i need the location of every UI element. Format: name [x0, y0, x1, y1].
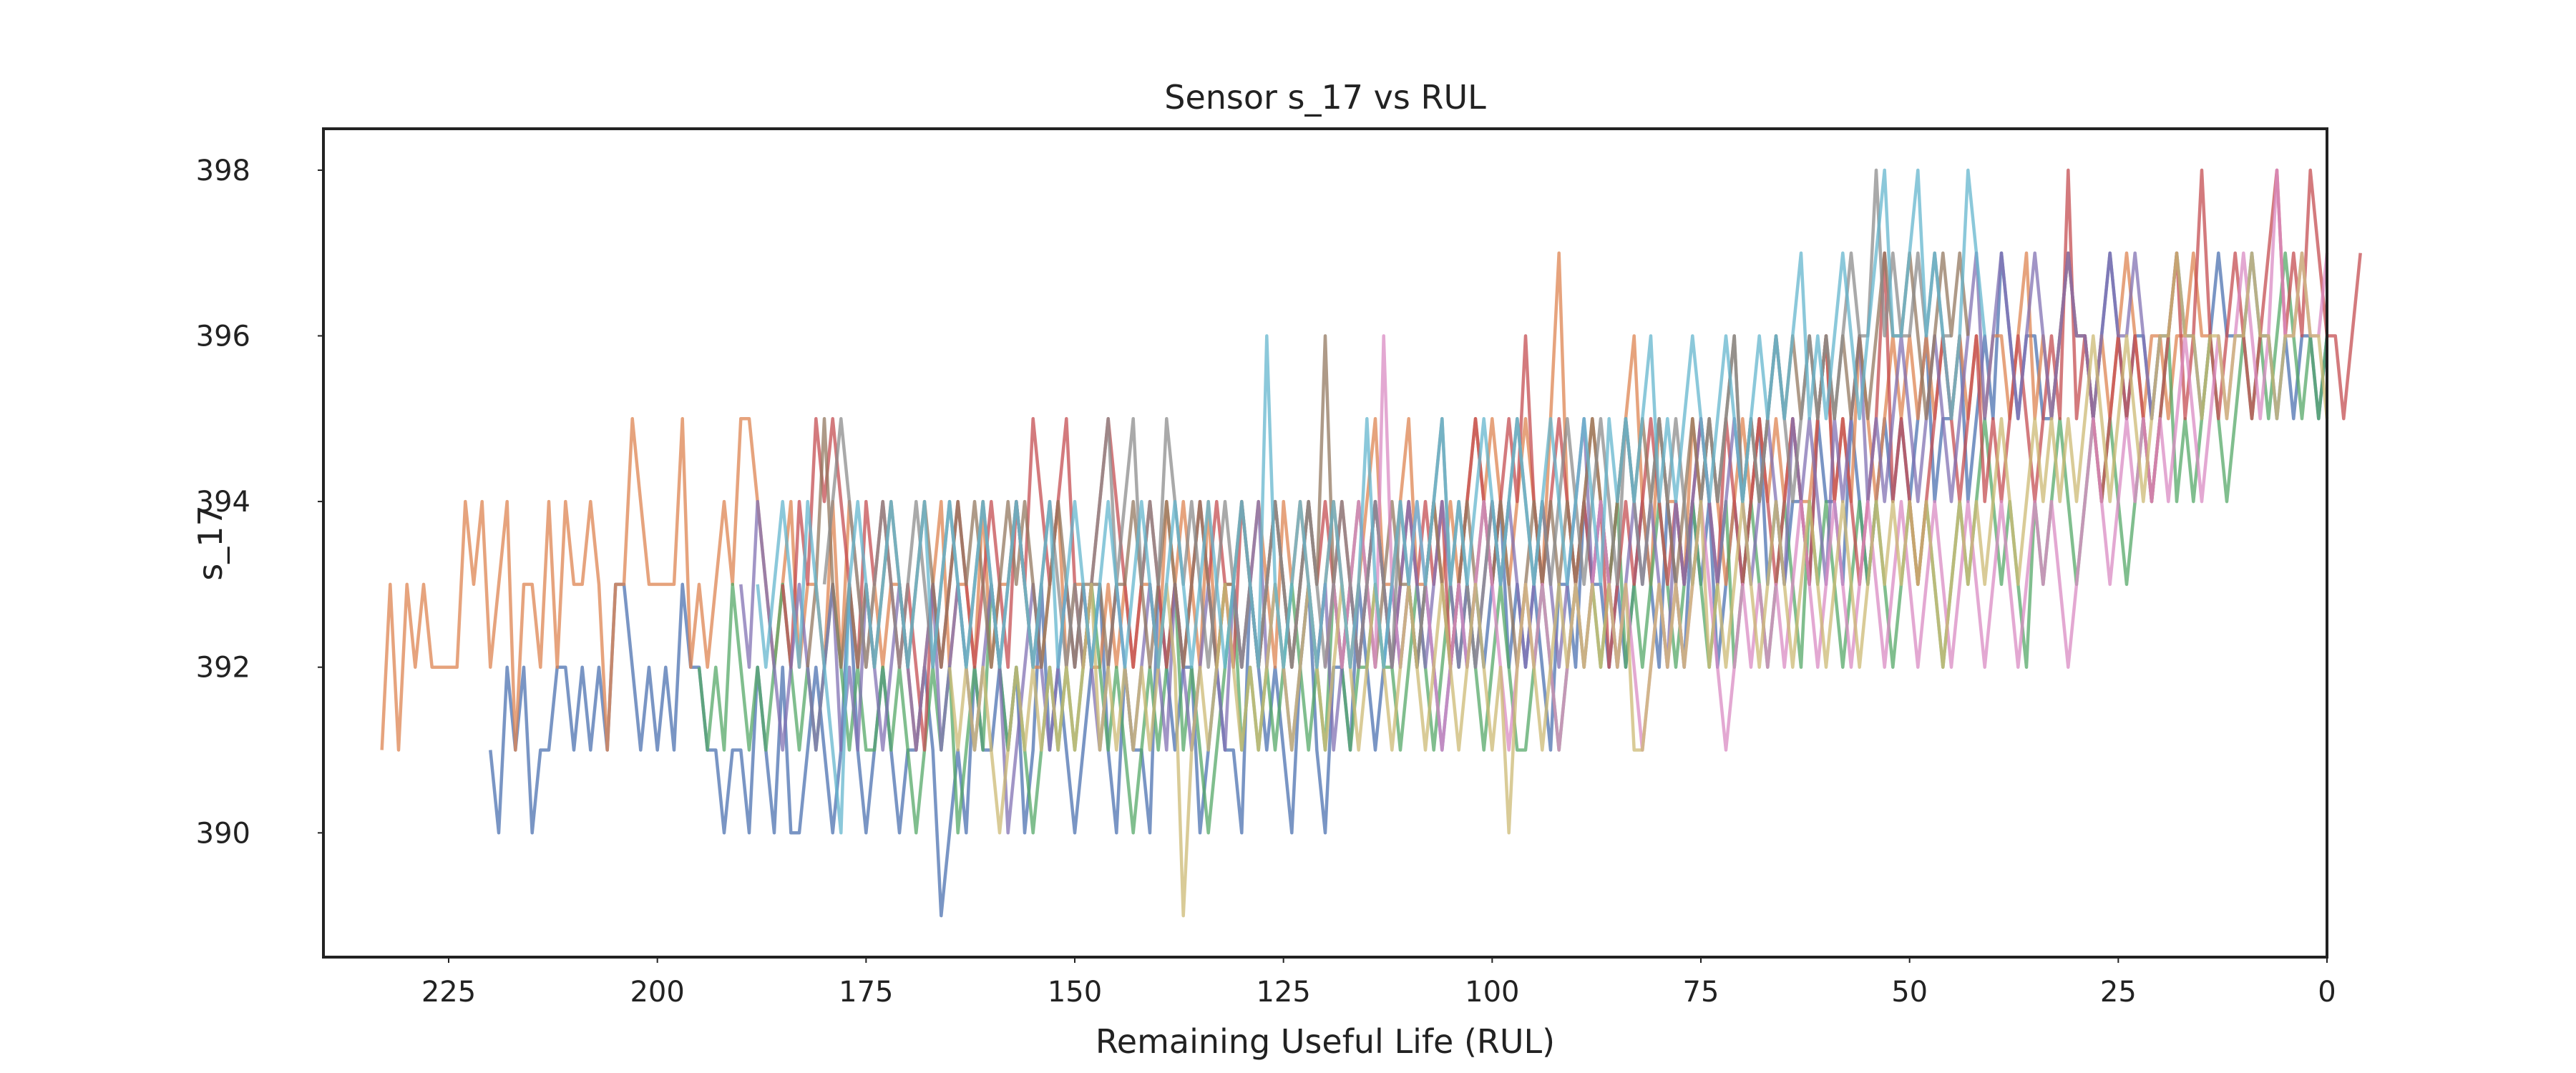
series-line-10	[756, 168, 1986, 835]
y-tick-label: 390	[196, 817, 250, 850]
x-tick-label: 175	[839, 976, 893, 1009]
y-axis: 390 392 394 396 398	[196, 155, 323, 850]
series-lines	[380, 168, 2362, 918]
x-tick-label: 150	[1048, 976, 1102, 1009]
x-tick-label: 100	[1465, 976, 1519, 1009]
x-tick-label: 25	[2100, 976, 2137, 1009]
plot-frame	[322, 127, 2328, 959]
x-tick-label: 125	[1256, 976, 1310, 1009]
x-tick-label: 50	[1891, 976, 1928, 1009]
y-tick-label: 396	[196, 320, 250, 353]
series-line-9	[947, 251, 2329, 918]
series-line-7	[1323, 168, 2329, 752]
x-axis: 225 200 175 150 125 100 75 50 25 0	[421, 957, 2336, 1009]
chart-title: Sensor s_17 vs RUL	[1164, 78, 1486, 117]
x-tick-label: 200	[630, 976, 684, 1009]
x-axis-label: Remaining Useful Life (RUL)	[1096, 1022, 1555, 1061]
y-tick-label: 398	[196, 155, 250, 187]
x-tick-label: 75	[1683, 976, 1719, 1009]
y-tick-label: 392	[196, 652, 250, 685]
x-tick-label: 0	[2318, 976, 2336, 1009]
y-axis-label: s_17	[191, 505, 230, 581]
y-tick-label: 394	[196, 486, 250, 519]
x-tick-label: 225	[421, 976, 476, 1009]
